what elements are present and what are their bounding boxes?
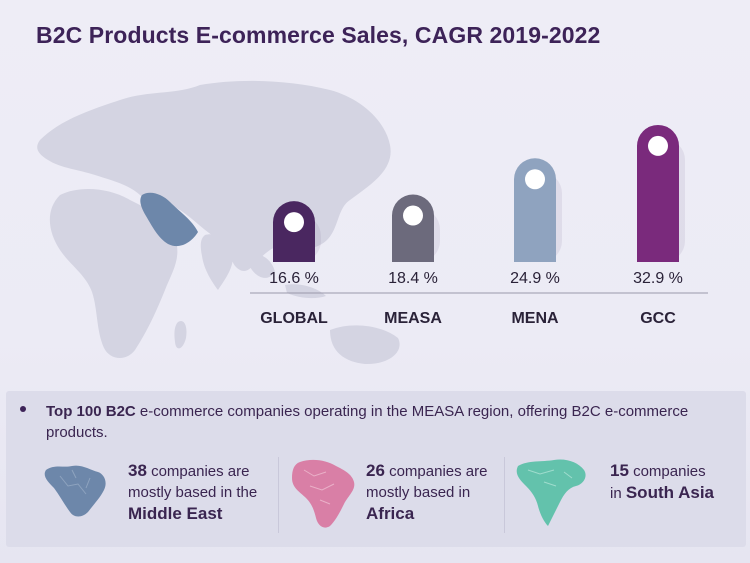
stat-number: 26 [366,461,385,480]
stat-text: 15 companies in South Asia [610,460,740,504]
category-label: GCC [640,310,676,327]
stat-africa: 26 companies are mostly based in Africa [290,456,510,536]
bar-marker-dot [525,169,545,190]
bullet-bold-text: Top 100 B2C [46,403,136,420]
bullet-body-text: e-commerce companies operating in the ME… [46,403,689,441]
value-label: 24.9 % [510,270,560,287]
stat-divider [278,457,279,533]
stat-line2: mostly based in the [128,484,258,501]
stat-divider [504,457,505,533]
bar-marker-dot [284,212,304,233]
value-label: 32.9 % [633,270,683,287]
stat-region: Middle East [128,504,223,523]
africa-map-icon [292,459,355,528]
arabian-peninsula-highlight [140,192,198,247]
stat-middle-east: 38 companies are mostly based in the Mid… [42,456,282,536]
stat-line1: companies [628,463,706,480]
stat-region: South Asia [625,483,714,502]
middle-east-map-icon [44,465,106,517]
value-label: 18.4 % [388,270,438,287]
stat-line1: companies are [384,463,488,480]
stat-text: 26 companies are mostly based in Africa [366,460,506,525]
value-label: 16.6 % [269,270,319,287]
stat-text: 38 companies are mostly based in the Mid… [128,460,288,525]
category-label: MEASA [384,310,442,327]
stat-south-asia: 15 companies in South Asia [514,456,744,536]
info-panel: Top 100 B2C e-commerce companies operati… [6,391,746,547]
stat-line1: companies are [146,463,250,480]
category-label: GLOBAL [260,310,328,327]
bullet-dot-icon [20,406,26,412]
south-asia-map-icon [516,459,586,526]
category-label: MENA [511,310,559,327]
bullet-text: Top 100 B2C e-commerce companies operati… [46,401,706,443]
page-title: B2C Products E-commerce Sales, CAGR 2019… [36,22,601,48]
bar-mena [514,158,556,262]
stat-line2: in [610,485,626,502]
cagr-bar-chart: 16.6 % GLOBAL 18.4 % MEASA 24.9 % MENA 32.9 % G… [250,124,708,327]
stat-region: Africa [366,504,415,523]
bar-marker-dot [648,135,668,156]
stat-number: 38 [128,461,147,480]
stat-line2: mostly based in [366,484,471,501]
bar-marker-dot [403,205,423,226]
stat-number: 15 [610,461,629,480]
bar-measa [392,194,434,262]
bar-gcc [637,124,679,262]
